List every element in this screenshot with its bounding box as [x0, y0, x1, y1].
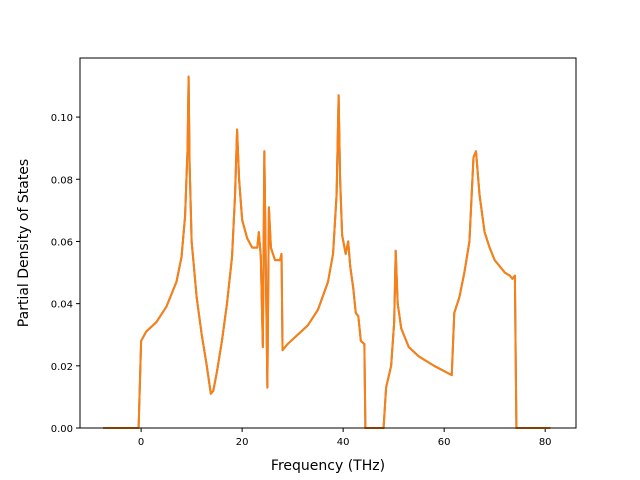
y-tick-label: 0.08 — [51, 175, 73, 186]
y-tick-label: 0.04 — [51, 300, 73, 311]
y-tick-label: 0.00 — [51, 424, 73, 435]
y-tick-label: 0.02 — [51, 362, 73, 373]
series-line — [103, 75, 551, 429]
y-tick-label: 0.10 — [51, 113, 73, 124]
y-tick-label: 0.06 — [51, 237, 73, 248]
series-line — [103, 75, 551, 429]
x-tick-label: 20 — [236, 437, 249, 448]
x-axis-label: Frequency (THz) — [271, 458, 385, 474]
x-tick-label: 80 — [539, 437, 552, 448]
x-tick-label: 60 — [438, 437, 451, 448]
x-tick-label: 0 — [138, 437, 144, 448]
x-tick-label: 40 — [337, 437, 350, 448]
plot-frame — [79, 57, 577, 429]
y-axis-label: Partial Density of States — [16, 159, 32, 327]
